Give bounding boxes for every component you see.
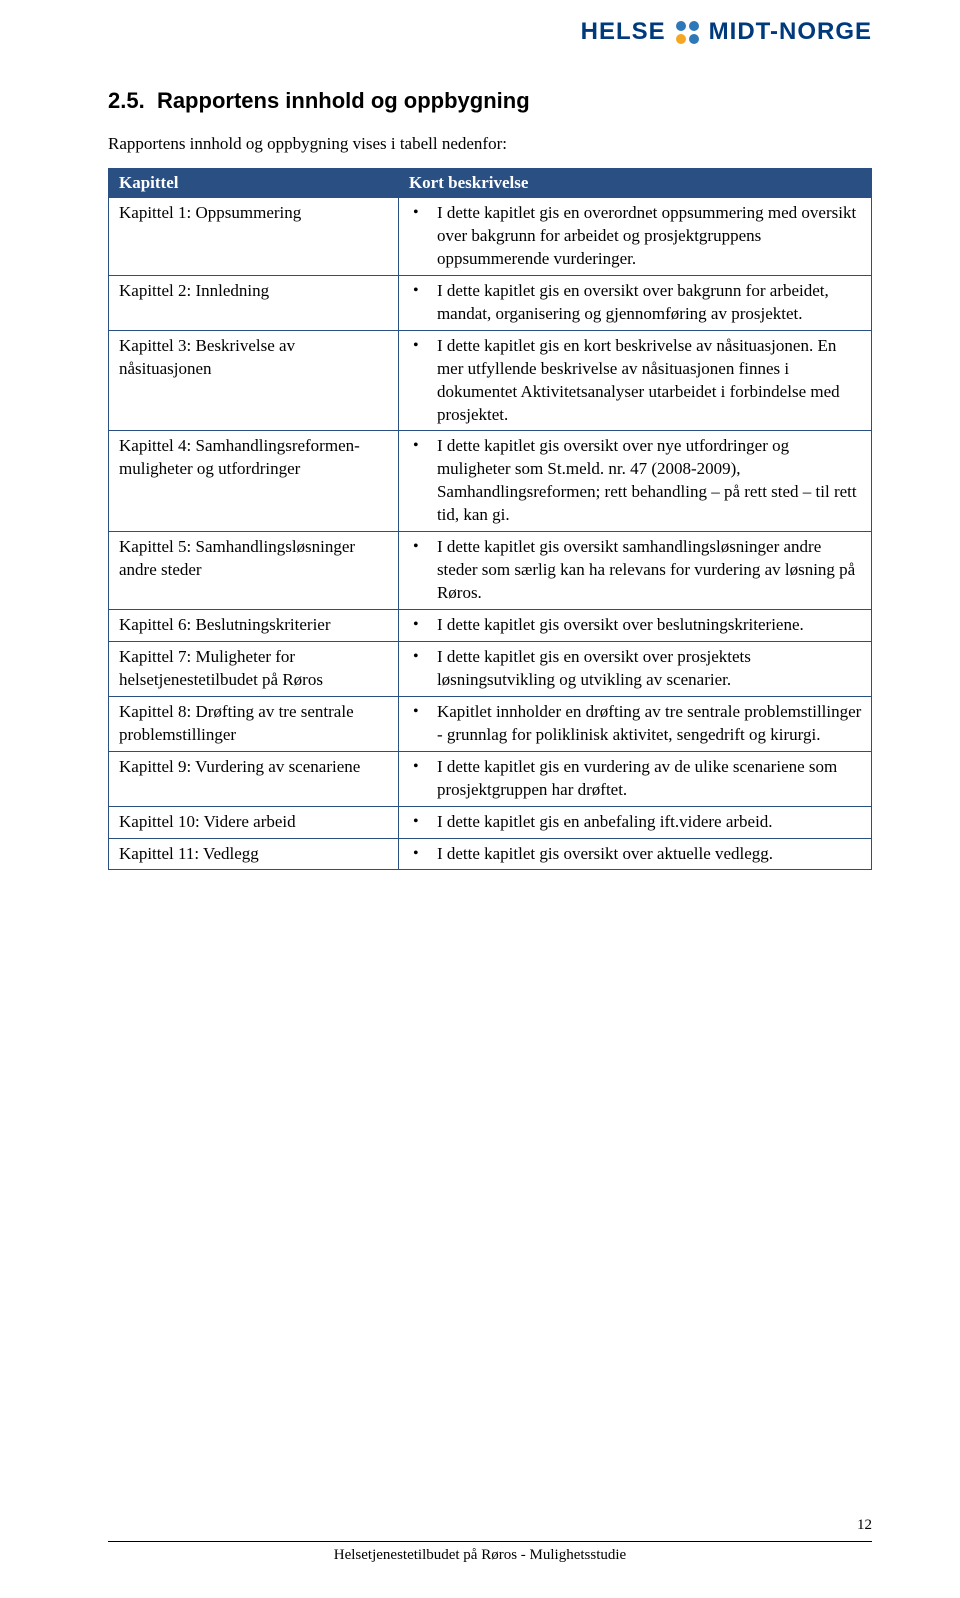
chapter-cell: Kapittel 10: Videre arbeid <box>109 806 399 838</box>
description-item: I dette kapitlet gis oversikt over aktue… <box>427 843 863 866</box>
table-header-chapter: Kapittel <box>109 169 399 198</box>
description-item: I dette kapitlet gis oversikt over nye u… <box>427 435 863 527</box>
logo-dot <box>676 34 686 44</box>
page-number: 12 <box>857 1517 872 1534</box>
intro-paragraph: Rapportens innhold og oppbygning vises i… <box>108 134 872 154</box>
table-row: Kapittel 6: Beslutningskriterier I dette … <box>109 610 872 642</box>
description-cell: I dette kapitlet gis en overordnet oppsu… <box>398 198 871 276</box>
description-cell: I dette kapitlet gis en oversikt over ba… <box>398 275 871 330</box>
chapter-cell: Kapittel 7: Muligheter for helsetjeneste… <box>109 641 399 696</box>
table-row: Kapittel 10: Videre arbeid I dette kapitl… <box>109 806 872 838</box>
table-row: Kapittel 7: Muligheter for helsetjeneste… <box>109 641 872 696</box>
chapter-cell: Kapittel 8: Drøfting av tre sentrale pro… <box>109 696 399 751</box>
description-item: I dette kapitlet gis en oversikt over ba… <box>427 280 863 326</box>
description-cell: I dette kapitlet gis en anbefaling ift.v… <box>398 806 871 838</box>
logo-dot <box>689 34 699 44</box>
table-row: Kapittel 9: Vurdering av scenariene I det… <box>109 751 872 806</box>
description-item: Kapitlet innholder en drøfting av tre se… <box>427 701 863 747</box>
chapter-cell: Kapittel 3: Beskrivelse av nåsituasjonen <box>109 330 399 431</box>
description-cell: I dette kapitlet gis oversikt over beslu… <box>398 610 871 642</box>
logo-dots-icon <box>676 21 699 44</box>
description-item: I dette kapitlet gis oversikt over beslu… <box>427 614 863 637</box>
logo-text-right: MIDT-NORGE <box>709 18 872 46</box>
chapter-cell: Kapittel 1: Oppsummering <box>109 198 399 276</box>
logo-dot <box>676 21 686 31</box>
description-item: I dette kapitlet gis en anbefaling ift.v… <box>427 811 863 834</box>
table-body: Kapittel 1: Oppsummering I dette kapitlet… <box>109 198 872 870</box>
description-cell: I dette kapitlet gis oversikt over aktue… <box>398 838 871 870</box>
description-cell: I dette kapitlet gis en kort beskrivelse… <box>398 330 871 431</box>
logo-text-left: HELSE <box>581 18 666 46</box>
description-cell: I dette kapitlet gis en oversikt over pr… <box>398 641 871 696</box>
table-row: Kapittel 4: Samhandlingsreformen-mulighe… <box>109 431 872 532</box>
table-row: Kapittel 3: Beskrivelse av nåsituasjonen… <box>109 330 872 431</box>
table-row: Kapittel 8: Drøfting av tre sentrale pro… <box>109 696 872 751</box>
section-heading: 2.5. Rapportens innhold og oppbygning <box>108 88 872 114</box>
chapter-cell: Kapittel 6: Beslutningskriterier <box>109 610 399 642</box>
description-item: I dette kapitlet gis en vurdering av de … <box>427 756 863 802</box>
description-cell: I dette kapitlet gis oversikt over nye u… <box>398 431 871 532</box>
heading-title: Rapportens innhold og oppbygning <box>157 88 530 113</box>
chapter-table: Kapittel Kort beskrivelse Kapittel 1: Op… <box>108 168 872 870</box>
table-row: Kapittel 1: Oppsummering I dette kapitlet… <box>109 198 872 276</box>
footer-divider <box>108 1541 872 1542</box>
table-row: Kapittel 5: Samhandlingsløsninger andre … <box>109 532 872 610</box>
chapter-cell: Kapittel 5: Samhandlingsløsninger andre … <box>109 532 399 610</box>
table-row: Kapittel 2: Innledning I dette kapitlet g… <box>109 275 872 330</box>
chapter-cell: Kapittel 4: Samhandlingsreformen-mulighe… <box>109 431 399 532</box>
chapter-cell: Kapittel 9: Vurdering av scenariene <box>109 751 399 806</box>
chapter-cell: Kapittel 2: Innledning <box>109 275 399 330</box>
description-cell: I dette kapitlet gis oversikt samhandlin… <box>398 532 871 610</box>
description-item: I dette kapitlet gis en oversikt over pr… <box>427 646 863 692</box>
heading-number: 2.5. <box>108 88 145 113</box>
description-item: I dette kapitlet gis oversikt samhandlin… <box>427 536 863 605</box>
logo-dot <box>689 21 699 31</box>
description-cell: Kapitlet innholder en drøfting av tre se… <box>398 696 871 751</box>
page-body: 2.5. Rapportens innhold og oppbygning Ra… <box>0 0 960 930</box>
table-header-description: Kort beskrivelse <box>398 169 871 198</box>
brand-logo: HELSE MIDT-NORGE <box>581 18 872 46</box>
table-row: Kapittel 11: Vedlegg I dette kapitlet gis… <box>109 838 872 870</box>
description-item: I dette kapitlet gis en overordnet oppsu… <box>427 202 863 271</box>
description-cell: I dette kapitlet gis en vurdering av de … <box>398 751 871 806</box>
chapter-cell: Kapittel 11: Vedlegg <box>109 838 399 870</box>
footer-text: Helsetjenestetilbudet på Røros - Mulighe… <box>0 1547 960 1564</box>
description-item: I dette kapitlet gis en kort beskrivelse… <box>427 335 863 427</box>
